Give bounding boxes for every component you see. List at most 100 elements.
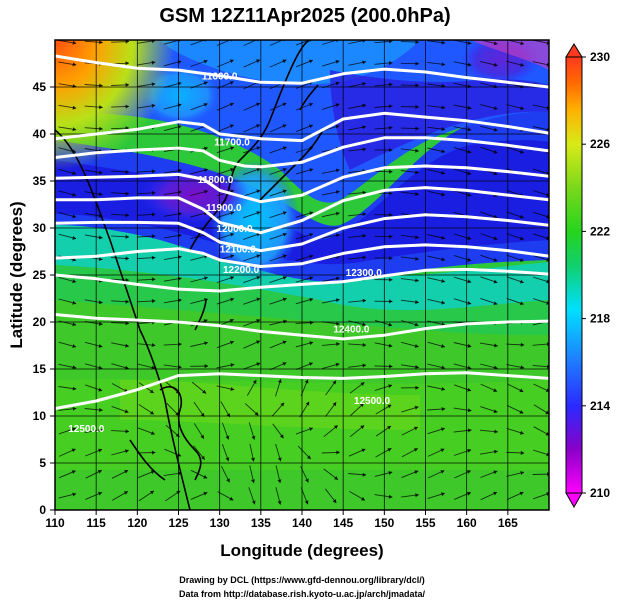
y-tick-label: 40 — [33, 127, 47, 141]
streamline-arrowhead — [519, 388, 524, 393]
streamline-arrowhead — [389, 212, 393, 217]
streamline-arrowhead — [203, 319, 208, 323]
map-title: GSM 12Z11Apr2025 (200.0hPa) — [159, 5, 450, 27]
streamline-arrowhead — [256, 102, 260, 107]
streamline-arrowhead — [362, 82, 366, 86]
streamline-arrowhead — [389, 191, 393, 196]
streamline-arrowhead — [362, 363, 367, 368]
x-tick-label: 115 — [86, 516, 106, 530]
streamline-arrowhead — [519, 149, 524, 154]
streamline-arrowhead — [256, 340, 260, 345]
streamline-arrowhead — [362, 255, 367, 260]
streamline-arrowhead — [304, 500, 309, 505]
streamline-arrowhead — [230, 276, 234, 280]
streamline-arrowhead — [440, 427, 445, 432]
streamline-arrowhead — [99, 83, 103, 88]
streamline-arrowhead — [124, 449, 129, 454]
streamline-arrowhead — [520, 471, 524, 475]
colorbar: 210 214 218 222 226 230 — [565, 43, 610, 509]
streamline-arrowhead — [200, 434, 204, 439]
x-tick-label: 140 — [292, 516, 312, 530]
streamline-arrowhead — [204, 189, 208, 194]
streamline-arrowhead — [335, 233, 340, 238]
credit-data: Data from http://database.rish.kyoto-u.a… — [179, 589, 426, 599]
streamline-arrowhead — [308, 124, 313, 129]
streamline-arrowhead — [493, 279, 498, 284]
streamline-arrowhead — [362, 190, 367, 195]
streamline-arrowhead — [304, 379, 309, 384]
streamline-arrowhead — [282, 189, 287, 194]
streamline-arrowhead — [388, 82, 393, 87]
contour-line-12000 — [55, 186, 549, 235]
x-tick-label: 155 — [415, 516, 435, 530]
streamline-arrowhead — [282, 124, 287, 128]
y-tick-label: 10 — [33, 409, 47, 423]
streamline-arrowhead — [251, 479, 255, 484]
coastline — [55, 40, 325, 510]
streamline-arrowhead — [545, 410, 549, 415]
colorbar-max-arrow — [565, 43, 583, 58]
streamline-arrowhead — [441, 386, 445, 391]
streamline-arrowhead — [72, 214, 77, 219]
streamline-arrowhead — [177, 452, 181, 457]
streamline-arrowhead — [440, 492, 445, 497]
streamline-arrowhead — [125, 343, 129, 348]
streamline-arrowhead — [125, 191, 129, 196]
streamline-arrowhead — [230, 387, 235, 391]
streamline-arrowhead — [467, 408, 472, 413]
streamline-arrowhead — [414, 322, 419, 327]
y-axis-ticks: 0 5 10 15 20 25 30 35 40 45 — [33, 80, 55, 517]
y-tick-label: 0 — [39, 503, 46, 517]
streamline-arrowhead — [204, 297, 208, 302]
contour-label: 11700.0 — [214, 137, 250, 148]
streamline-arrowhead — [520, 342, 525, 347]
streamline-arrowhead — [414, 470, 419, 475]
streamline-arrowhead — [305, 478, 309, 483]
streamline-arrowhead — [388, 40, 393, 44]
streamline-arrowhead — [519, 301, 524, 306]
streamline-arrowhead — [441, 105, 446, 110]
streamline-arrowhead — [519, 491, 524, 496]
streamline-arrowhead — [308, 102, 313, 107]
streamline-arrowhead — [519, 258, 524, 262]
streamline-arrowhead — [362, 342, 367, 347]
streamline-arrowhead — [251, 500, 256, 505]
streamline-arrowhead — [335, 59, 340, 64]
streamline-arrowhead — [415, 170, 419, 175]
streamline-arrowhead — [151, 169, 156, 174]
streamline-arrowhead — [413, 448, 418, 452]
x-tick-label: 150 — [374, 516, 394, 530]
streamline-arrowhead — [359, 403, 364, 408]
streamline-arrowhead — [229, 124, 234, 129]
streamline-arrowhead — [204, 146, 208, 151]
streamline-arrowhead — [151, 103, 156, 108]
streamline-arrowhead — [467, 343, 472, 348]
streamline-arrowhead — [389, 364, 393, 369]
streamline-arrowhead — [387, 448, 392, 452]
streamline-arrowhead — [256, 362, 261, 367]
streamline-arrowhead — [388, 343, 393, 348]
streamline-arrowhead — [256, 59, 260, 64]
streamline-arrowhead — [125, 278, 129, 283]
streamline-arrowhead — [467, 127, 472, 132]
contour-label: 11900.0 — [206, 203, 242, 214]
streamline-arrowhead — [388, 104, 393, 109]
streamline-arrowhead — [335, 298, 340, 303]
x-axis-ticks: 110 115 120 125 130 135 140 145 150 155 160 165 — [45, 510, 518, 530]
streamline-arrowhead — [230, 232, 234, 237]
streamline-arrowhead — [124, 469, 129, 474]
streamline-arrowhead — [282, 362, 287, 366]
streamline-arrowhead — [493, 257, 498, 262]
contour-line-12400 — [55, 313, 549, 341]
streamline-arrowhead — [467, 257, 472, 262]
streamline-arrowhead — [125, 256, 129, 261]
streamline-arrowhead — [335, 124, 340, 129]
streamline-arrowhead — [493, 409, 498, 414]
streamline-arrowhead — [415, 104, 419, 109]
contour-line-11700 — [55, 111, 549, 143]
streamline-arrowhead — [309, 232, 314, 237]
streamline-arrowhead — [229, 340, 234, 345]
streamline-arrowhead — [336, 342, 340, 347]
streamline-arrowhead — [72, 62, 77, 67]
streamline-arrowhead — [520, 84, 524, 89]
